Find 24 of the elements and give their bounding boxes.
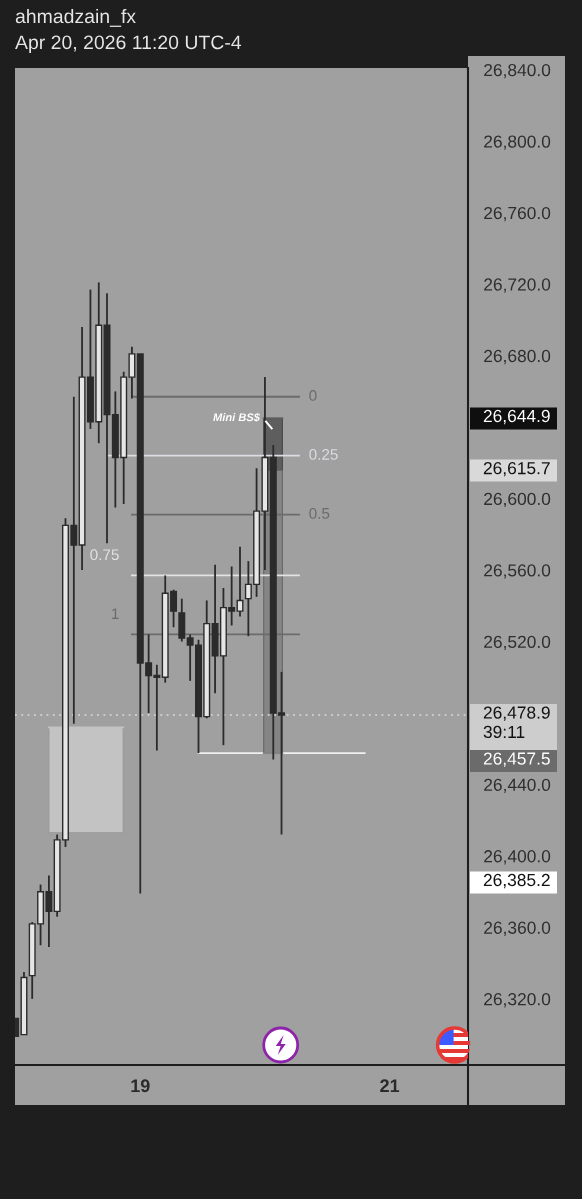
ref-line-label: 26,478.9 39:11: [483, 706, 550, 739]
y-tick-label: 26,360.0: [484, 921, 551, 936]
x-tick-label: 21: [380, 1079, 400, 1092]
y-tick-label: 26,600.0: [484, 492, 551, 508]
y2-tick-label: 26,644.9: [483, 409, 550, 425]
chart-subtitle: Apr 20, 2026 11:20 UTC-4: [15, 35, 242, 54]
y-tick-label: 26,560.0: [484, 564, 551, 579]
y2-tick-label: 26,457.5: [483, 752, 550, 767]
y-tick-label: 26,440.0: [484, 778, 551, 793]
y-tick-label: 26,760.0: [484, 206, 551, 222]
x-tick-label: 19: [131, 1079, 150, 1093]
series-label: 0.25: [309, 449, 338, 460]
y2-tick-label: 26,615.7: [483, 462, 550, 477]
annotation: Mini BS$: [213, 412, 261, 422]
series-label: 0.75: [90, 549, 119, 561]
chart-title: ahmadzain_fx: [15, 8, 136, 27]
y-tick-label: 26,400.0: [484, 850, 551, 865]
y-tick-label: 26,720.0: [484, 278, 551, 293]
y-tick-label: 26,840.0: [484, 63, 551, 79]
y-tick-label: 26,520.0: [484, 635, 551, 651]
y-tick-label: 26,320.0: [484, 993, 551, 1008]
y-tick-label: 26,800.0: [484, 135, 551, 150]
y2-tick-label: 26,385.2: [483, 873, 550, 889]
y-tick-label: 26,680.0: [484, 349, 551, 365]
